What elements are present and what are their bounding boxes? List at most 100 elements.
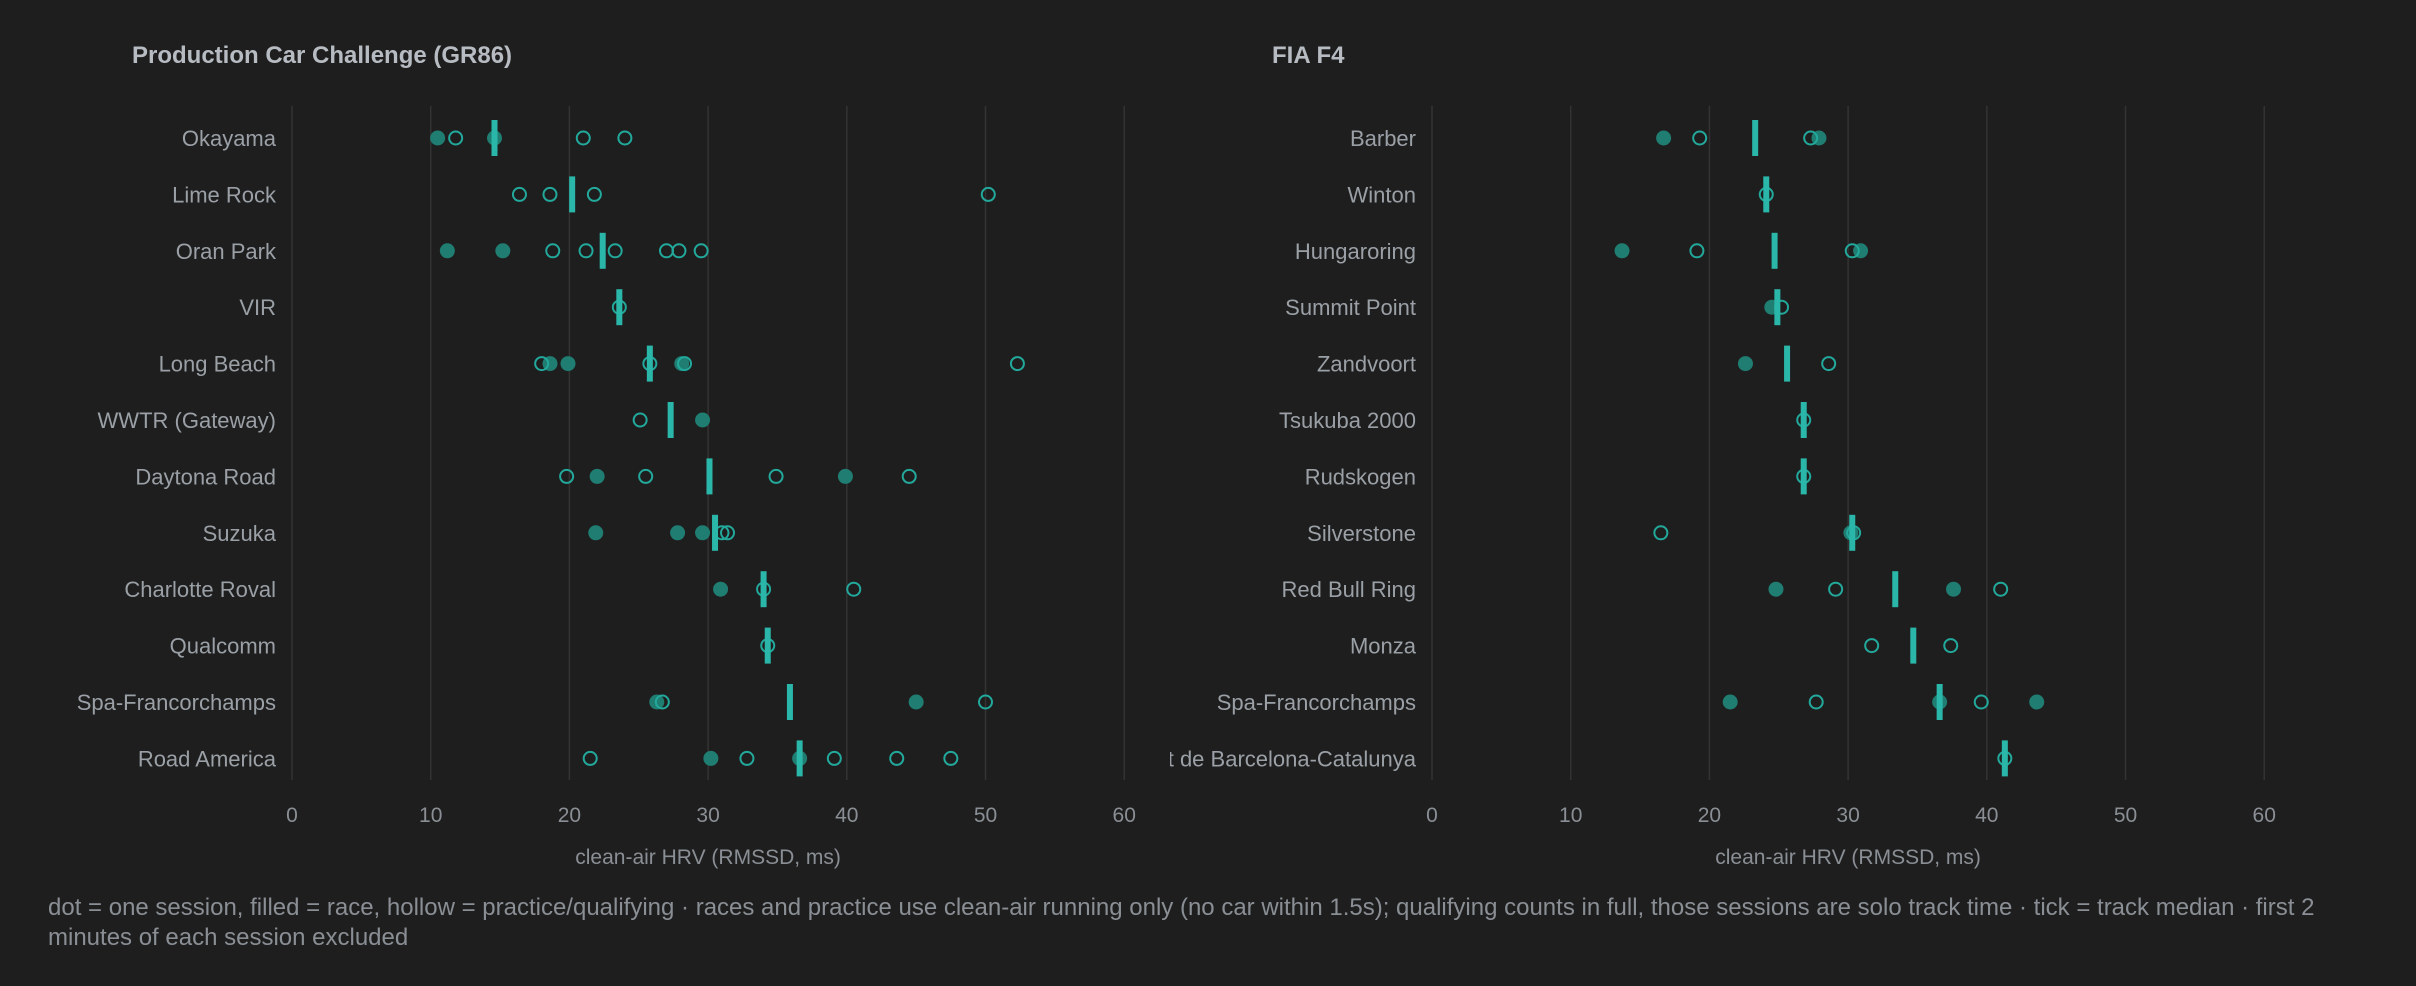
- x-tick-label: 20: [558, 804, 581, 827]
- dot-plot-chart: Production Car Challenge (GR86) 0 10 20 30 40…: [77, 42, 2276, 869]
- track-label: Silverstone: [1307, 521, 1416, 546]
- track-label: Summit Point: [1285, 295, 1416, 320]
- practice-session-dot: [617, 130, 633, 146]
- practice-session-dot: [1844, 243, 1860, 259]
- x-tick-label: 50: [974, 804, 997, 827]
- practice-session-dot: [1808, 694, 1824, 710]
- race-session-dot: [1737, 356, 1753, 372]
- chart-panel-1: Production Car Challenge (GR86) 0 10 20 30 40…: [77, 42, 1136, 869]
- practice-session-dot: [1009, 356, 1025, 372]
- median-tick: [1774, 289, 1781, 326]
- practice-session-dot: [658, 243, 674, 259]
- track-label: Lime Rock: [172, 182, 277, 207]
- track-label: Spa-Francorchamps: [77, 690, 276, 715]
- practice-session-dot: [607, 243, 623, 259]
- practice-session-dot: [542, 186, 558, 202]
- median-tick: [2001, 740, 2008, 777]
- practice-session-dot: [1828, 581, 1844, 597]
- median-tick: [491, 120, 498, 156]
- practice-session-dot: [1993, 581, 2009, 597]
- practice-session-dot: [739, 750, 755, 766]
- race-session-dot: [495, 243, 511, 259]
- practice-session-dot: [1943, 638, 1959, 654]
- median-tick: [1763, 176, 1770, 213]
- race-session-dot: [670, 525, 686, 541]
- track-label: Barber: [1350, 126, 1416, 151]
- x-tick-label: 30: [696, 804, 719, 827]
- practice-session-dot: [901, 468, 917, 484]
- practice-session-dot: [826, 750, 842, 766]
- practice-session-dot: [1653, 525, 1669, 541]
- track-label: Oran Park: [176, 239, 277, 264]
- practice-session-dot: [534, 356, 550, 372]
- practice-session-dot: [671, 243, 687, 259]
- median-tick: [1784, 345, 1791, 382]
- median-tick: [706, 458, 713, 495]
- track-label: Road America: [138, 746, 277, 771]
- track-label: Red Bull Ring: [1281, 577, 1416, 602]
- track-label: Hungaroring: [1295, 239, 1416, 264]
- track-label: Okayama: [182, 126, 277, 151]
- practice-session-dot: [846, 581, 862, 597]
- x-tick-label: 60: [1113, 804, 1136, 827]
- track-label: Zandvoort: [1317, 352, 1416, 377]
- practice-session-dot: [654, 694, 670, 710]
- track-label: VIR: [239, 295, 276, 320]
- x-tick-label: 0: [1426, 804, 1438, 827]
- median-tick: [1892, 571, 1899, 608]
- panel-title: Production Car Challenge (GR86): [132, 42, 512, 69]
- race-session-dot: [1614, 243, 1630, 259]
- median-tick: [1752, 120, 1759, 156]
- x-axis-label: clean-air HRV (RMSSD, ms): [1715, 846, 1981, 869]
- track-label: Charlotte Roval: [124, 577, 276, 602]
- panel-title: FIA F4: [1272, 42, 1345, 69]
- practice-session-dot: [578, 243, 594, 259]
- track-label: Tsukuba 2000: [1279, 408, 1416, 433]
- median-tick: [712, 514, 719, 551]
- race-session-dot: [588, 525, 604, 541]
- track-label: Spa-Francorchamps: [1217, 690, 1416, 715]
- median-tick: [1771, 232, 1778, 269]
- x-tick-label: 50: [2114, 804, 2137, 827]
- track-label: Circuit de Barcelona-Catalunya: [1112, 746, 1417, 771]
- practice-session-dot: [677, 356, 693, 372]
- practice-session-dot: [638, 468, 654, 484]
- median-tick: [786, 684, 793, 720]
- race-session-dot: [2029, 694, 2045, 710]
- practice-session-dot: [943, 750, 959, 766]
- practice-session-dot: [1864, 638, 1880, 654]
- x-tick-label: 40: [1975, 804, 1998, 827]
- practice-session-dot: [720, 525, 736, 541]
- track-label: Qualcomm: [170, 634, 276, 659]
- median-tick: [616, 289, 623, 326]
- practice-session-dot: [575, 130, 591, 146]
- practice-session-dot: [768, 468, 784, 484]
- median-tick: [1936, 684, 1943, 720]
- race-session-dot: [589, 468, 605, 484]
- practice-session-dot: [582, 750, 598, 766]
- chart-footnote: dot = one session, filled = race, hollow…: [48, 894, 2315, 951]
- race-session-dot: [430, 130, 446, 146]
- practice-session-dot: [1821, 356, 1837, 372]
- median-tick: [646, 345, 653, 382]
- practice-session-dot: [545, 243, 561, 259]
- race-session-dot: [695, 525, 711, 541]
- practice-session-dot: [1803, 130, 1819, 146]
- track-label: Rudskogen: [1305, 464, 1416, 489]
- track-label: Daytona Road: [135, 464, 276, 489]
- practice-session-dot: [889, 750, 905, 766]
- median-tick: [796, 740, 803, 777]
- median-tick: [1800, 458, 1807, 495]
- practice-session-dot: [1973, 694, 1989, 710]
- track-label: Monza: [1350, 634, 1417, 659]
- race-session-dot: [560, 356, 576, 372]
- race-session-dot: [713, 581, 729, 597]
- median-tick: [1800, 402, 1807, 438]
- race-session-dot: [908, 694, 924, 710]
- median-tick: [667, 402, 674, 438]
- race-session-dot: [703, 750, 719, 766]
- race-session-dot: [1946, 581, 1962, 597]
- x-tick-label: 20: [1698, 804, 1721, 827]
- practice-session-dot: [632, 412, 648, 428]
- median-tick: [569, 176, 576, 213]
